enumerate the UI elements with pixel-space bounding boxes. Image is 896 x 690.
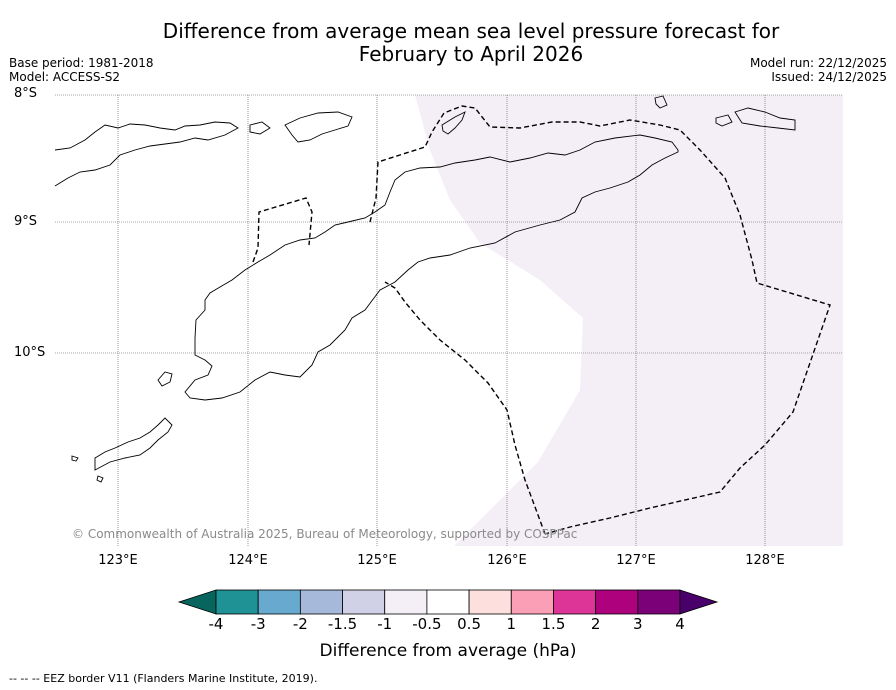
eez-border-south-timor bbox=[384, 281, 546, 535]
coastline-semau-island bbox=[157, 371, 173, 387]
colorbar-tick-label: 1.5 bbox=[541, 615, 566, 633]
colorbar-tick-label: -1.5 bbox=[327, 615, 358, 633]
eez-borders bbox=[252, 105, 831, 535]
coastline-rote-island bbox=[94, 417, 173, 471]
colorbar-tick-label: 3 bbox=[633, 615, 643, 633]
map-title: Difference from average mean sea level p… bbox=[120, 20, 822, 66]
lon-label-124E: 124°E bbox=[228, 553, 268, 568]
eez-border-oecusse bbox=[252, 197, 313, 263]
model-name: Model: ACCESS-S2 bbox=[9, 70, 121, 84]
coastline-atauro bbox=[654, 95, 668, 109]
coastlines bbox=[54, 95, 796, 483]
colorbar-title: Difference from average (hPa) bbox=[319, 641, 577, 661]
coastline-small-island-b bbox=[441, 111, 466, 135]
lon-label-128E: 128°E bbox=[745, 553, 785, 568]
colorbar-tick-label: 1 bbox=[506, 615, 517, 633]
coastline-timor-island bbox=[184, 134, 679, 401]
eez-legend-footer: -- -- -- EEZ border V11 (Flanders Marine… bbox=[9, 672, 318, 685]
colorbar-tick-label: 4 bbox=[675, 615, 685, 633]
metadata-left: Base period: 1981-2018 Model: ACCESS-S2 bbox=[9, 56, 154, 84]
coastline-island-east bbox=[715, 114, 733, 127]
lat-label-9S: 9°S bbox=[14, 214, 38, 229]
colorbar-tick-label: -1 bbox=[377, 615, 393, 633]
colorbar-tick-label: 2 bbox=[590, 615, 601, 633]
colorbar-tick-label: 0.5 bbox=[457, 615, 481, 633]
copyright-notice: © Commonwealth of Australia 2025, Bureau… bbox=[72, 527, 578, 541]
lat-label-10S: 10°S bbox=[14, 345, 46, 360]
lat-label-8S: 8°S bbox=[14, 86, 38, 101]
title-line-2: February to April 2026 bbox=[358, 42, 584, 66]
base-period: Base period: 1981-2018 bbox=[9, 56, 154, 70]
colorbar-tick-label: -2 bbox=[292, 615, 308, 633]
coastline-flores-coast bbox=[54, 121, 239, 187]
colorbar-tick-label: -0.5 bbox=[412, 615, 442, 633]
model-run: Model run: 22/12/2025 bbox=[749, 56, 887, 70]
lon-label-127E: 127°E bbox=[616, 553, 656, 568]
metadata-right: Model run: 22/12/2025 Issued: 24/12/2025 bbox=[750, 56, 887, 84]
lon-label-123E: 123°E bbox=[98, 553, 138, 568]
issued-date: Issued: 24/12/2025 bbox=[771, 70, 887, 84]
colorbar-tick-label: -4 bbox=[208, 615, 224, 633]
lon-label-126E: 126°E bbox=[487, 553, 527, 568]
coastline-islet bbox=[96, 475, 104, 483]
coastline-ndao-island bbox=[71, 455, 79, 462]
title-line-1: Difference from average mean sea level p… bbox=[162, 19, 780, 43]
coastline-alor-islands bbox=[284, 111, 353, 143]
lon-label-125E: 125°E bbox=[357, 553, 397, 568]
anomaly-region-fill bbox=[415, 95, 843, 546]
coastline-wetar bbox=[734, 107, 796, 131]
eez-border-north-timor bbox=[369, 105, 831, 535]
gridlines bbox=[55, 94, 843, 546]
coastline-small-island-a bbox=[249, 121, 271, 135]
colorbar-tick-label: -3 bbox=[250, 615, 266, 633]
